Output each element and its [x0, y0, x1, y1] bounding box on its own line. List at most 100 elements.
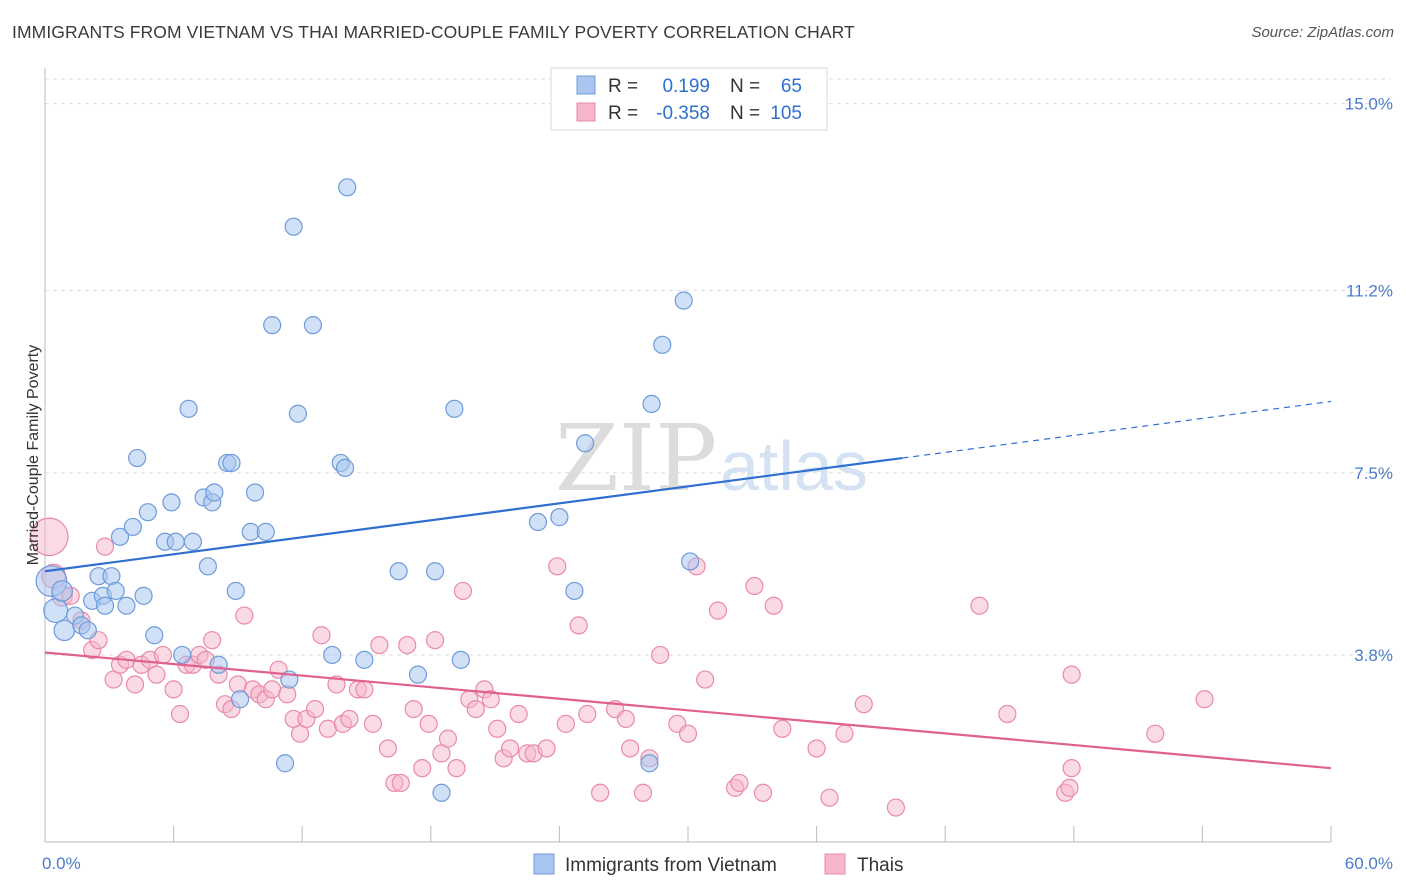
thai-point: [970, 596, 989, 615]
thai-point: [753, 783, 773, 802]
thai-point: [488, 719, 507, 738]
vietnam-point: [245, 483, 265, 502]
vietnam-point: [550, 508, 569, 527]
vietnam-point: [640, 754, 659, 773]
thai-point: [29, 517, 69, 557]
thai-point: [398, 635, 417, 655]
thai-point: [730, 773, 749, 793]
thai-point: [147, 665, 166, 684]
vietnam-point: [166, 532, 185, 551]
thai-point: [569, 616, 588, 635]
thai-point: [170, 704, 190, 724]
vietnam-point: [78, 621, 97, 640]
legend-n-value-1: 105: [770, 103, 802, 124]
vietnam-point: [226, 581, 245, 601]
thai-point: [651, 645, 670, 665]
series-legend: Immigrants from Vietnam Thais: [533, 853, 903, 876]
vietnam-point: [183, 532, 202, 551]
vietnam-point: [230, 690, 250, 709]
vietnam-point: [263, 316, 282, 335]
thai-point: [425, 631, 445, 650]
thai-point: [708, 601, 728, 620]
thai-point: [678, 724, 698, 743]
source-label: Source: ZipAtlas.com: [1251, 24, 1394, 41]
x-tick-labels: 0.0% 60.0%: [42, 854, 1393, 873]
thai-point: [391, 773, 410, 793]
thai-point: [548, 557, 567, 576]
thai-point: [764, 596, 783, 615]
vietnam-point: [43, 598, 69, 624]
vietnam-point: [209, 655, 228, 674]
thai-point: [305, 699, 325, 719]
legend-n-label-1: N =: [730, 103, 760, 124]
vietnam-point: [138, 503, 157, 522]
vietnam-point: [528, 512, 548, 532]
y-tick-label: 11.2%: [1346, 282, 1393, 301]
vietnam-point: [335, 458, 355, 477]
vietnam-point: [173, 645, 192, 665]
thai-point: [235, 606, 254, 625]
thai-point: [363, 714, 383, 733]
vietnam-point: [134, 586, 153, 605]
thai-point: [745, 576, 764, 596]
thai-point: [370, 635, 389, 655]
series-legend-label-1: Thais: [857, 855, 903, 876]
series-legend-swatch-blue: [533, 853, 555, 875]
thai-point: [413, 759, 432, 778]
thai-point: [1060, 778, 1079, 797]
thai-point: [378, 739, 398, 758]
vietnam-point: [576, 434, 595, 453]
y-tick-labels: 3.8% 7.5% 11.2% 15.0%: [1345, 95, 1393, 665]
y-tick-label: 3.8%: [1354, 646, 1393, 665]
vietnam-point: [408, 665, 428, 684]
series-legend-swatch-pink: [824, 853, 846, 875]
thai-point: [854, 695, 873, 714]
series-legend-label-0: Immigrants from Vietnam: [565, 855, 777, 876]
thai-point: [1146, 724, 1165, 743]
legend-r-value-1: -0.358: [656, 103, 710, 124]
thai-point: [578, 704, 597, 724]
vietnam-point: [110, 527, 130, 546]
x-tick-label: 60.0%: [1345, 854, 1393, 873]
thai-point: [355, 680, 374, 699]
thai-point: [481, 690, 500, 709]
thai-point: [340, 709, 359, 729]
pink-points: [29, 517, 1214, 817]
vietnam-point: [565, 581, 584, 601]
vietnam-trend-extension: [902, 400, 1332, 459]
vietnam-point: [451, 650, 470, 669]
vietnam-point: [51, 580, 73, 602]
axes: [44, 68, 1332, 843]
thai-point: [556, 714, 575, 733]
thai-point: [998, 704, 1017, 724]
legend-swatch-blue: [576, 75, 596, 95]
legend-r-value-0: 0.199: [662, 76, 710, 97]
vietnam-point: [338, 178, 357, 197]
vietnam-point: [425, 562, 445, 581]
vietnam-point: [117, 596, 136, 615]
x-tick-label: 0.0%: [42, 854, 81, 873]
legend-n-value-0: 65: [781, 76, 802, 97]
thai-point: [95, 537, 115, 556]
vietnam-point: [95, 596, 115, 615]
thai-point: [501, 739, 520, 758]
thai-point: [1062, 759, 1081, 778]
y-axis-label: Married-Couple Family Poverty: [25, 345, 42, 566]
vietnam-point: [275, 754, 295, 773]
vietnam-point: [256, 522, 275, 541]
stats-legend: R = 0.199 N = 65 R = -0.358 N = 105: [550, 67, 828, 131]
thai-point: [419, 714, 438, 733]
vietnam-point: [123, 517, 142, 537]
thai-point: [438, 729, 458, 748]
watermark: ZIP atlas: [555, 405, 868, 512]
thai-point: [835, 724, 854, 743]
thai-point: [621, 739, 640, 758]
legend-n-label-0: N =: [730, 76, 760, 97]
vietnam-point: [432, 783, 451, 802]
vietnam-point: [445, 399, 464, 418]
vietnam-point: [653, 335, 672, 354]
vietnam-point: [288, 404, 308, 423]
legend-r-label-0: R =: [608, 76, 638, 97]
thai-point: [886, 798, 906, 817]
thai-point: [807, 739, 826, 758]
